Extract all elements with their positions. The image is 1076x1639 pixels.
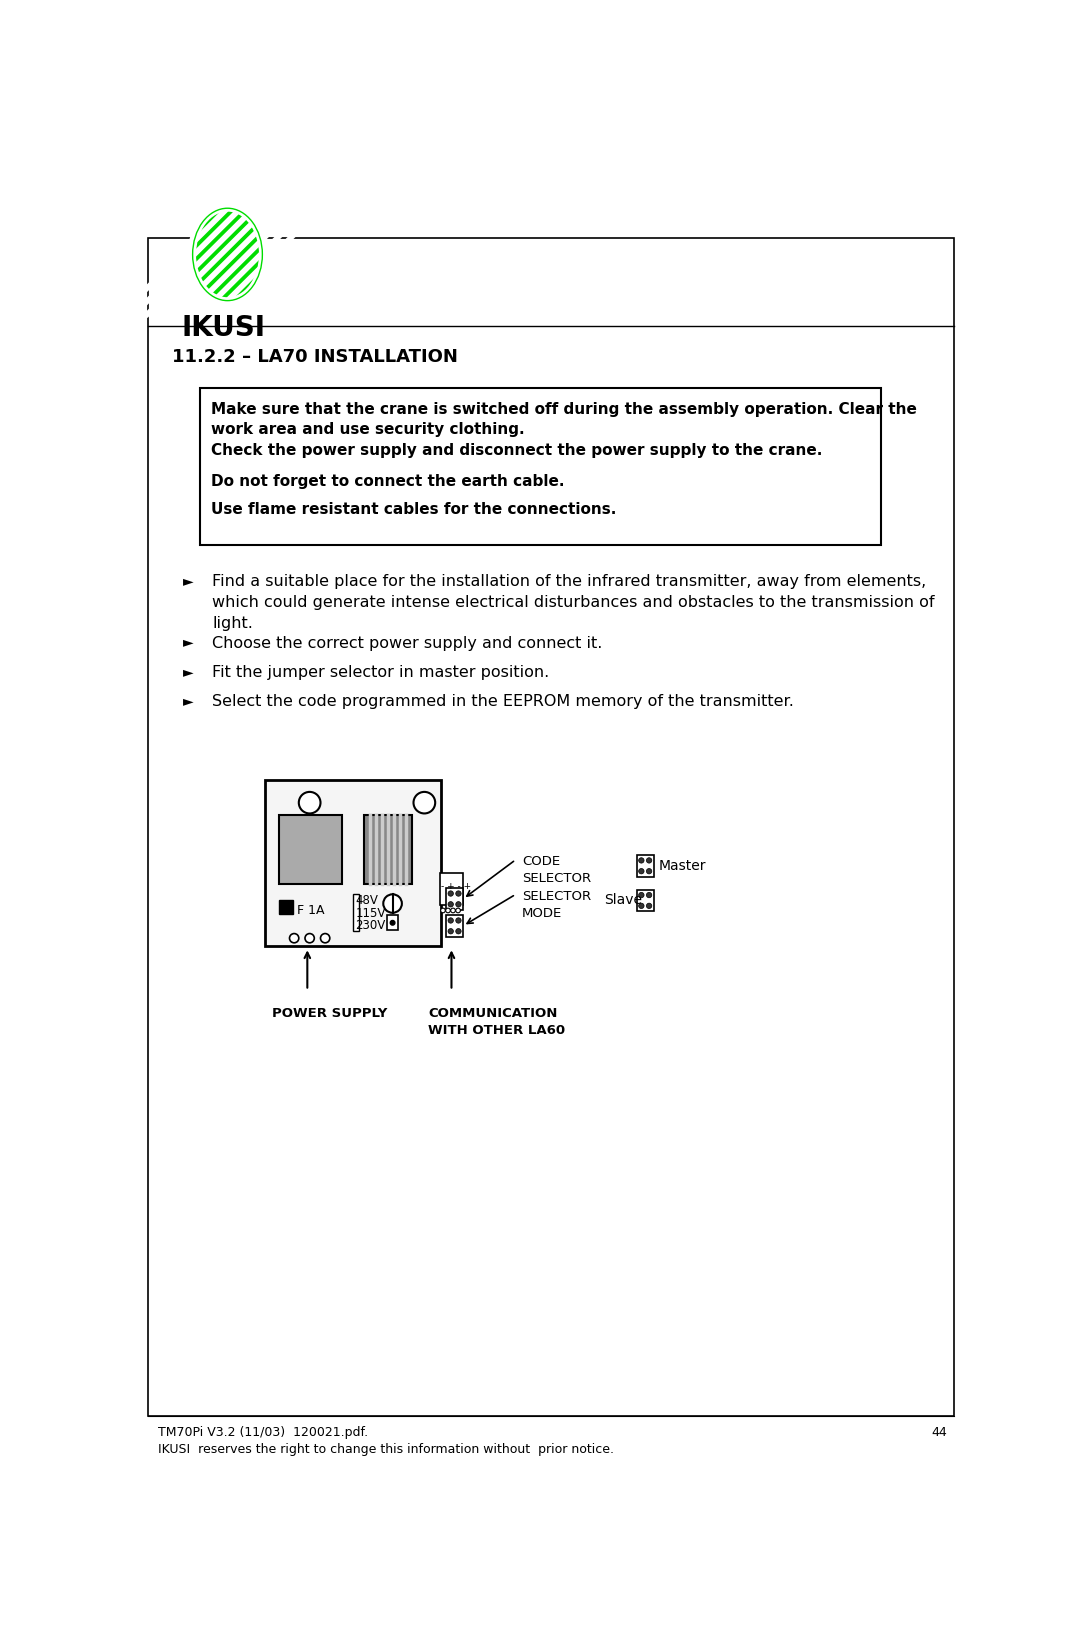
Text: Check the power supply and disconnect the power supply to the crane.: Check the power supply and disconnect th… [211,443,822,457]
Circle shape [448,901,453,906]
Circle shape [441,908,445,913]
Text: IKUSI  reserves the right to change this information without  prior notice.: IKUSI reserves the right to change this … [158,1444,613,1457]
Circle shape [639,857,645,864]
Circle shape [456,929,462,934]
Circle shape [448,929,453,934]
Text: 48V: 48V [355,895,379,908]
Circle shape [647,869,652,874]
Bar [440,872,463,905]
Text: ►: ► [183,693,194,708]
Text: Choose the correct power supply and connect it.: Choose the correct power supply and conn… [212,636,603,651]
Text: F 1A: F 1A [297,903,325,916]
Ellipse shape [413,792,435,813]
Text: POWER SUPPLY: POWER SUPPLY [272,1008,387,1021]
Ellipse shape [299,792,321,813]
Bar [364,815,412,885]
Bar [447,915,463,936]
Circle shape [321,934,330,942]
Circle shape [647,857,652,864]
Circle shape [456,908,461,913]
Circle shape [647,903,652,908]
Circle shape [639,892,645,898]
Text: Select the code programmed in the EEPROM memory of the transmitter.: Select the code programmed in the EEPROM… [212,693,794,710]
Bar [637,890,654,911]
Circle shape [456,892,462,897]
Circle shape [448,892,453,897]
Circle shape [448,918,453,923]
Text: TM70Pi V3.2 (11/03)  120021.pdf.: TM70Pi V3.2 (11/03) 120021.pdf. [158,1426,368,1439]
Text: CODE
SELECTOR: CODE SELECTOR [522,856,591,885]
Circle shape [451,908,455,913]
Bar [279,815,342,885]
Text: SELECTOR
MODE: SELECTOR MODE [522,890,591,919]
Ellipse shape [193,208,263,300]
Text: 230V: 230V [355,919,385,933]
Bar [447,888,463,910]
Circle shape [445,908,451,913]
Circle shape [456,918,462,923]
Text: 11.2.2 – LA70 INSTALLATION: 11.2.2 – LA70 INSTALLATION [172,349,457,367]
Bar [265,780,441,946]
Text: 44: 44 [931,1426,947,1439]
Text: Find a suitable place for the installation of the infrared transmitter, away fro: Find a suitable place for the installati… [212,574,934,631]
Bar [353,895,359,931]
Text: Make sure that the crane is switched off during the assembly operation. Clear th: Make sure that the crane is switched off… [211,402,917,438]
Text: Fit the jumper selector in master position.: Fit the jumper selector in master positi… [212,665,549,680]
Text: Use flame resistant cables for the connections.: Use flame resistant cables for the conne… [211,502,617,516]
Text: 115V: 115V [355,906,386,919]
Text: ►: ► [183,665,194,679]
Circle shape [639,903,645,908]
Circle shape [305,934,314,942]
Circle shape [289,934,299,942]
Text: IKUSI: IKUSI [182,315,266,343]
Circle shape [647,892,652,898]
Text: Do not forget to connect the earth cable.: Do not forget to connect the earth cable… [211,474,565,488]
Circle shape [639,869,645,874]
Text: - + - +: - + - + [441,882,470,892]
Bar [279,900,293,913]
Bar [637,856,654,877]
Text: Slave: Slave [604,893,642,908]
Circle shape [391,921,395,924]
Circle shape [456,901,462,906]
Text: ►: ► [183,636,194,649]
Bar [200,388,881,546]
Text: ►: ► [183,574,194,588]
Text: Master: Master [659,859,706,874]
Text: COMMUNICATION
WITH OTHER LA60: COMMUNICATION WITH OTHER LA60 [428,1008,565,1037]
Ellipse shape [383,895,401,913]
Bar [387,915,398,931]
